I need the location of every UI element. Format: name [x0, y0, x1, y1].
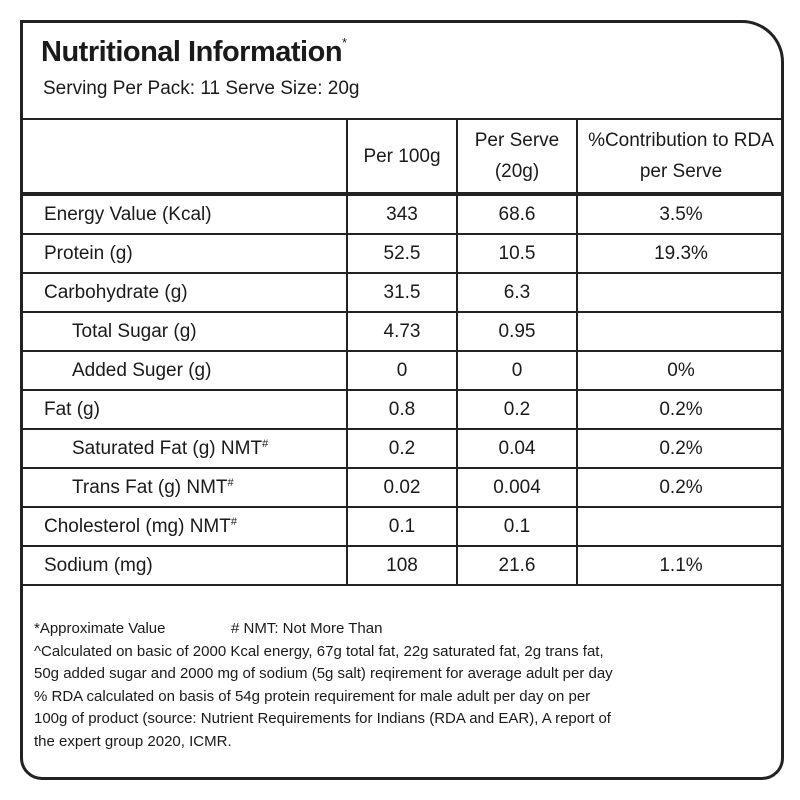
cell: 0 [456, 350, 578, 391]
row: Total Sugar (g) 4.73 0.95 [23, 311, 781, 352]
footnote-line: 50g added sugar and 2000 mg of sodium (5… [34, 665, 613, 683]
row-mark: # [227, 476, 234, 489]
row-label: Total Sugar (g) [23, 311, 348, 352]
cell: 19.3% [576, 233, 781, 274]
row: Protein (g) 52.5 10.5 19.3% [23, 233, 781, 274]
panel: Nutritional Information* Serving Per Pac… [20, 20, 784, 780]
row: Saturated Fat (g) NMT# 0.2 0.04 0.2% [23, 428, 781, 469]
row: Energy Value (Kcal) 343 68.6 3.5% [23, 193, 781, 235]
cell: 0.2% [576, 428, 781, 469]
footnote: *Approximate Value # NMT: Not More Than [34, 618, 613, 641]
row: Added Suger (g) 0 0 0% [23, 350, 781, 391]
row-label: Sodium (mg) [23, 545, 348, 586]
cell: 1.1% [576, 545, 781, 586]
footnote-approx: *Approximate Value [34, 620, 166, 637]
footnote-line: 100g of product (source: Nutrient Requir… [34, 710, 611, 728]
cell: 0.95 [456, 311, 578, 352]
row-label: Trans Fat (g) NMT# [23, 467, 348, 508]
cell: 0.8 [346, 389, 458, 430]
nutrition-table: Per 100g Per Serve (20g) %Contribution t… [23, 118, 781, 586]
cell: 3.5% [576, 193, 781, 235]
row-name: Energy Value (Kcal) [44, 203, 212, 225]
row-name: Protein (g) [44, 242, 133, 264]
cell: 52.5 [346, 233, 458, 274]
footnote-nmt: # NMT: Not More Than [231, 620, 383, 637]
cell: 21.6 [456, 545, 578, 586]
cell: 68.6 [456, 193, 578, 235]
row-name: Added Suger (g) [72, 359, 212, 381]
cell: 0.004 [456, 467, 578, 508]
title-mark: * [342, 35, 347, 50]
row-mark: # [230, 515, 237, 528]
row-mark: # [262, 437, 269, 450]
cell: 108 [346, 545, 458, 586]
cell: 0% [576, 350, 781, 391]
cell: 0.2 [456, 389, 578, 430]
cell: 0.2 [346, 428, 458, 469]
row-label: Added Suger (g) [23, 350, 348, 391]
cell: 10.5 [456, 233, 578, 274]
row-name: Saturated Fat (g) NMT [72, 437, 263, 459]
row-label: Cholesterol (mg) NMT# [23, 506, 348, 547]
row-label: Energy Value (Kcal) [23, 193, 348, 235]
row-name: Cholesterol (mg) NMT [44, 515, 231, 537]
column-header: Per Serve (20g) [456, 118, 578, 196]
cell: 0.1 [346, 506, 458, 547]
row-label: Fat (g) [23, 389, 348, 430]
row: Carbohydrate (g) 31.5 6.3 [23, 272, 781, 313]
row: Cholesterol (mg) NMT# 0.1 0.1 [23, 506, 781, 547]
cell [576, 272, 781, 313]
cell: 0.2% [576, 389, 781, 430]
header-row: Per 100g Per Serve (20g) %Contribution t… [23, 118, 781, 196]
row-name: Fat (g) [44, 398, 100, 420]
row-label: Carbohydrate (g) [23, 272, 348, 313]
title: Nutritional Information* [41, 35, 347, 69]
cell [576, 506, 781, 547]
title-text: Nutritional Information [41, 36, 343, 68]
footnote-line: % RDA calculated on basis of 54g protein… [34, 687, 591, 705]
cell [576, 311, 781, 352]
cell: 6.3 [456, 272, 578, 313]
serving: Serving Per Pack: 11 Serve Size: 20g [43, 78, 360, 99]
cell: 0 [346, 350, 458, 391]
footnote-line: the expert group 2020, ICMR. [34, 732, 232, 750]
footnote-line: ^Calculated on basic of 2000 Kcal energy… [34, 642, 604, 660]
column-header: Per 100g [346, 118, 458, 196]
cell: 0.1 [456, 506, 578, 547]
row: Sodium (mg) 108 21.6 1.1% [23, 545, 781, 586]
row: Fat (g) 0.8 0.2 0.2% [23, 389, 781, 430]
row-label: Saturated Fat (g) NMT# [23, 428, 348, 469]
row-name: Total Sugar (g) [72, 320, 197, 342]
row-name: Sodium (mg) [44, 554, 153, 576]
cell: 4.73 [346, 311, 458, 352]
row-name: Carbohydrate (g) [44, 281, 188, 303]
row: Trans Fat (g) NMT# 0.02 0.004 0.2% [23, 467, 781, 508]
cell: 343 [346, 193, 458, 235]
cell: 0.04 [456, 428, 578, 469]
cell: 0.2% [576, 467, 781, 508]
column-header: %Contribution to RDA per Serve [576, 118, 781, 196]
footnotes: *Approximate Value # NMT: Not More Than … [34, 618, 613, 754]
corner [23, 118, 348, 196]
cell: 31.5 [346, 272, 458, 313]
cell: 0.02 [346, 467, 458, 508]
row-label: Protein (g) [23, 233, 348, 274]
row-name: Trans Fat (g) NMT [72, 476, 228, 498]
